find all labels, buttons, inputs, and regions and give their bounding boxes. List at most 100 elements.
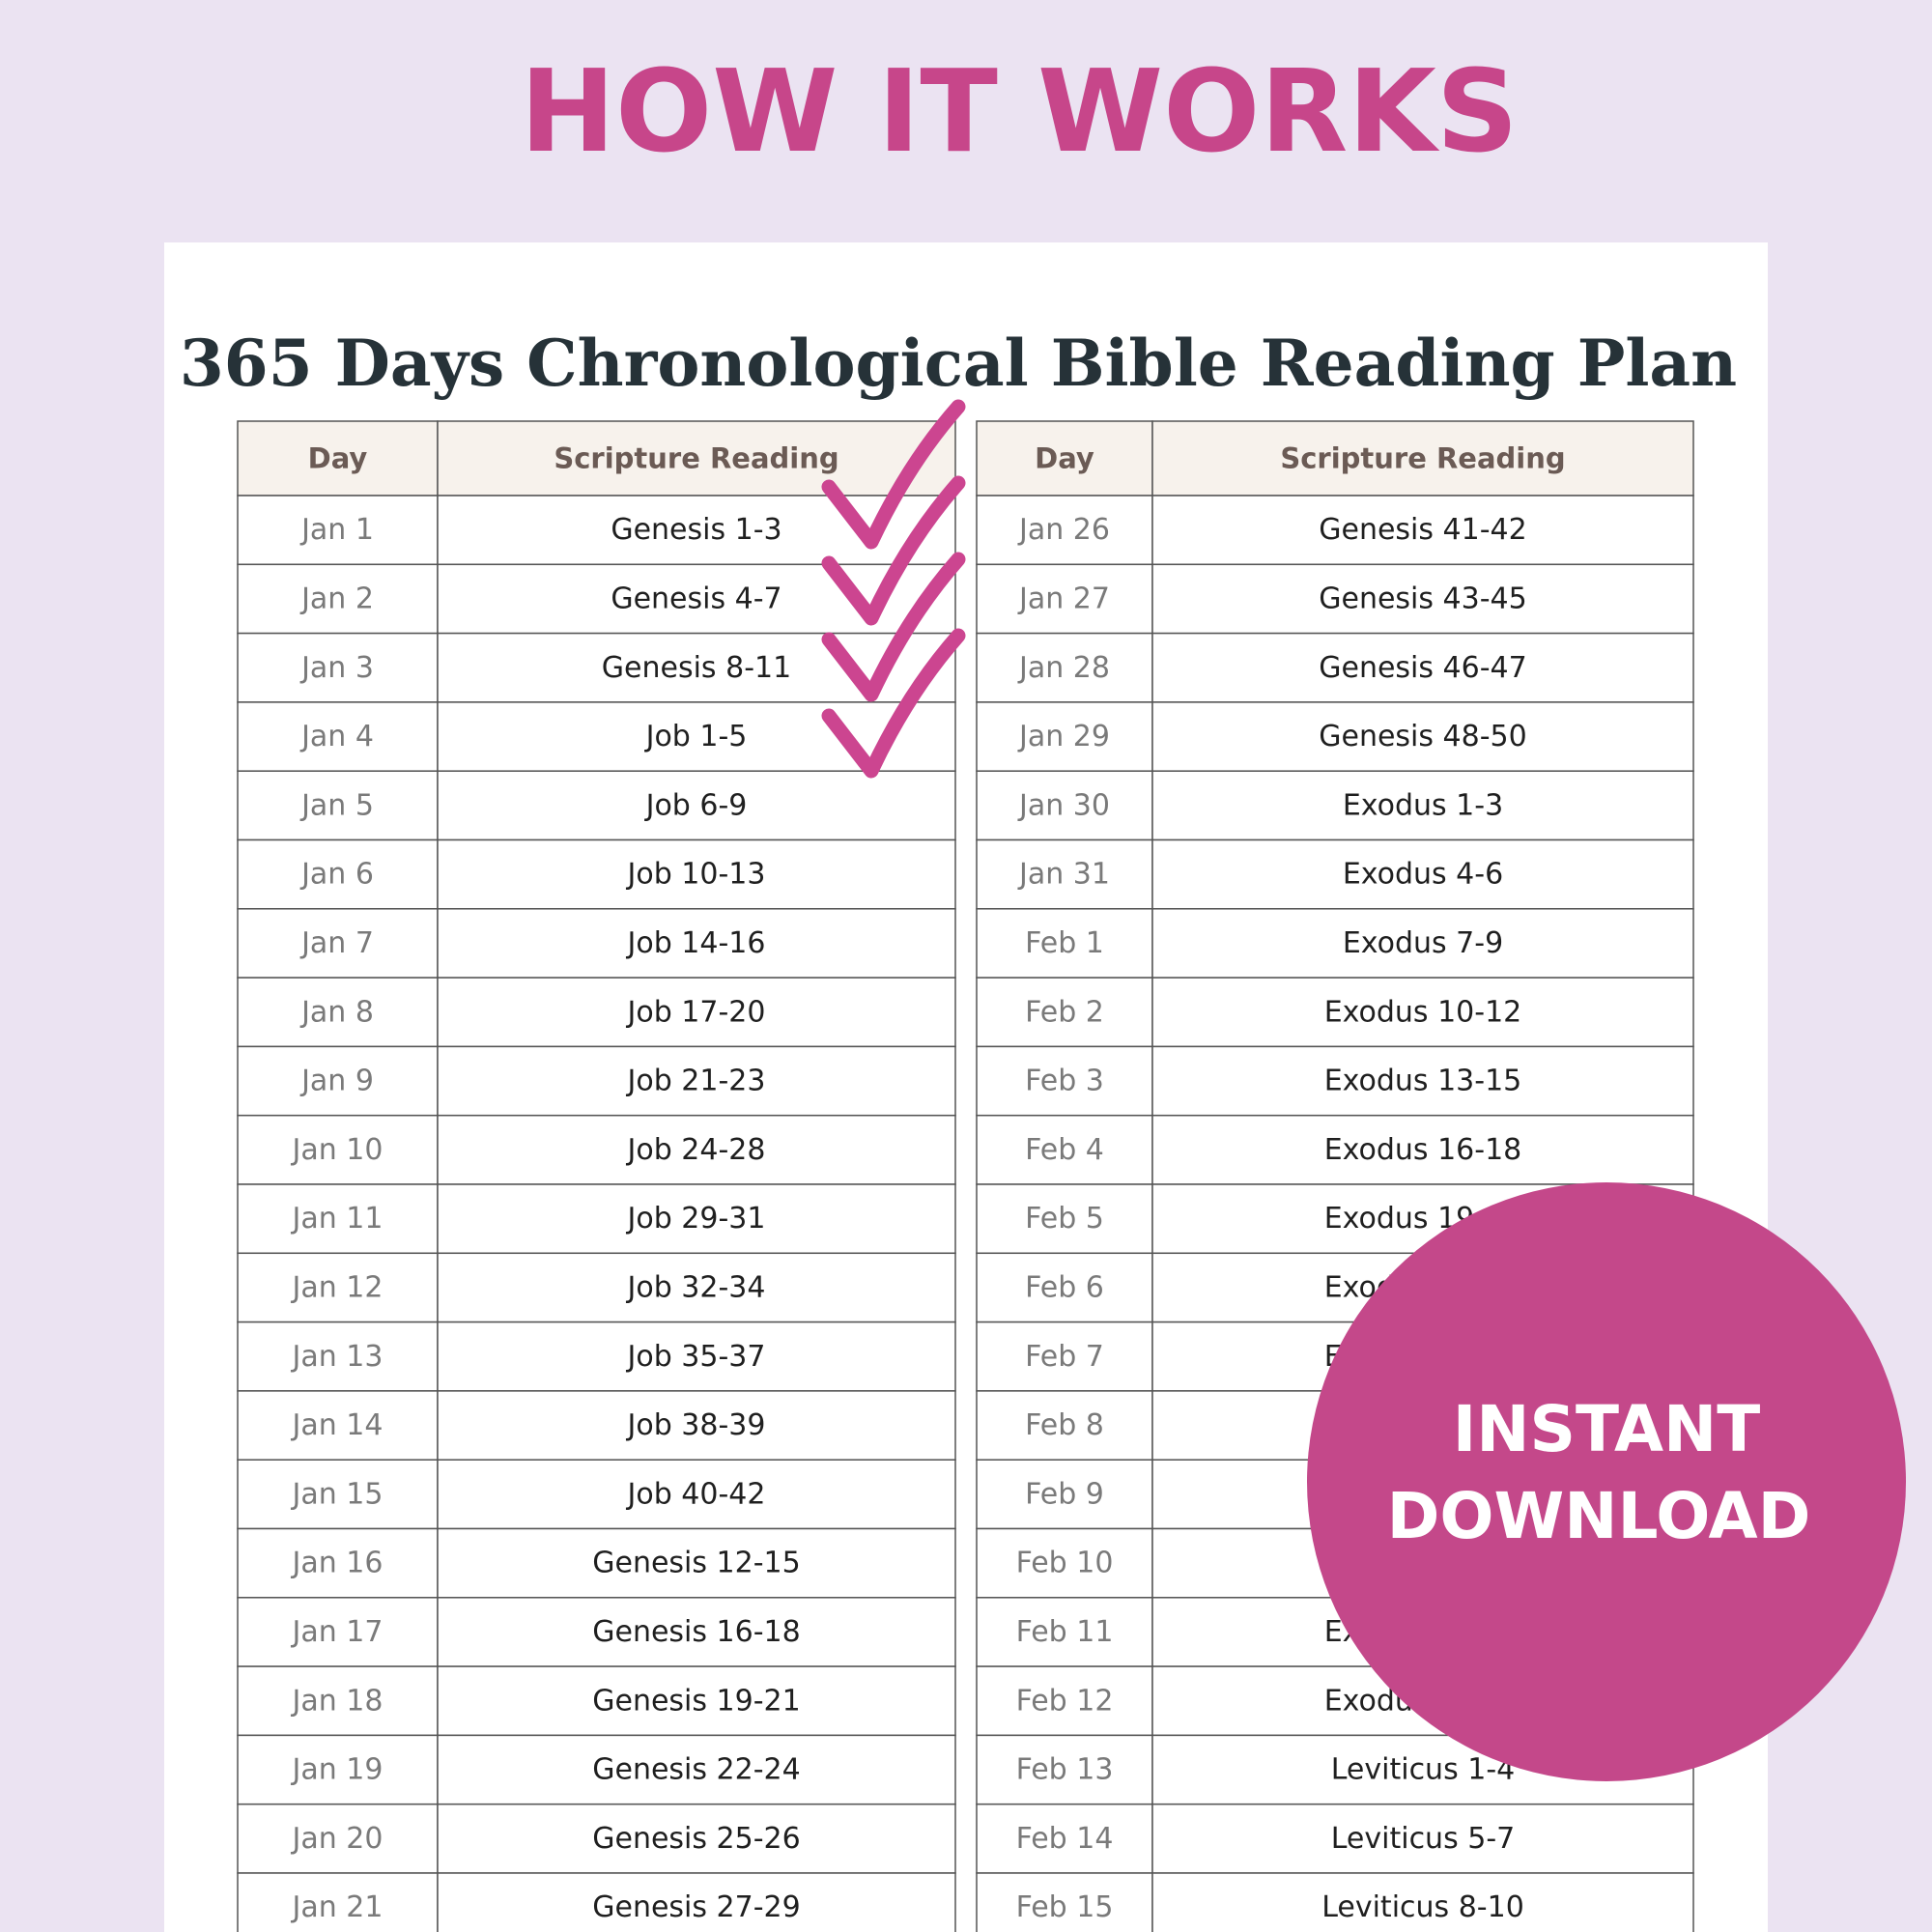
table-cell (237, 1321, 439, 1392)
table-cell (237, 1114, 439, 1185)
table-cell (976, 1114, 1153, 1185)
day-label: Jan 7 (299, 926, 374, 960)
day-label: Jan 28 (1017, 651, 1110, 685)
scripture-reading: Genesis 8-11 (602, 651, 791, 685)
table-cell (976, 838, 1153, 910)
scripture-reading: Job 10-13 (626, 858, 766, 892)
day-label: Jan 27 (1017, 582, 1110, 615)
column-header: Scripture Reading (554, 442, 838, 475)
table-cell (1151, 495, 1694, 566)
scripture-reading: Job 1-5 (644, 720, 748, 753)
scripture-reading: Genesis 27-29 (592, 1890, 800, 1924)
day-label: Jan 8 (299, 995, 374, 1029)
scripture-reading: Leviticus 8-10 (1321, 1890, 1524, 1924)
table-cell (1151, 908, 1694, 979)
table-cell (237, 1803, 439, 1874)
scripture-reading: Leviticus 5-7 (1331, 1822, 1516, 1856)
scripture-reading: Leviticus 1-4 (1331, 1753, 1516, 1787)
scripture-reading: Genesis 43-45 (1319, 582, 1526, 615)
scripture-reading: Genesis 48-50 (1319, 720, 1526, 753)
table-cell (437, 770, 956, 841)
document-title: 365 Days Chronological Bible Reading Pla… (180, 326, 1737, 401)
day-label: Feb 14 (1016, 1822, 1114, 1856)
scripture-reading: Job 24-28 (626, 1133, 766, 1167)
scripture-reading: Genesis 16-18 (592, 1615, 800, 1649)
scripture-reading: Genesis 12-15 (592, 1547, 800, 1580)
table-cell (976, 1803, 1153, 1874)
scripture-reading: Genesis 41-42 (1319, 513, 1526, 547)
table-cell (1151, 1803, 1694, 1874)
scripture-reading: Exodus 13-15 (1324, 1065, 1522, 1098)
table-cell (437, 977, 956, 1048)
day-label: Jan 17 (291, 1615, 384, 1649)
day-label: Jan 12 (291, 1270, 384, 1304)
day-label: Feb 6 (1025, 1270, 1104, 1304)
scripture-reading: Genesis 22-24 (592, 1753, 800, 1787)
day-label: Jan 11 (291, 1202, 384, 1236)
scripture-reading: Job 14-16 (626, 926, 766, 960)
table-cell (976, 1183, 1153, 1255)
day-label: Feb 4 (1025, 1133, 1104, 1167)
day-label: Feb 1 (1025, 926, 1104, 960)
day-label: Jan 1 (299, 513, 374, 547)
day-label: Jan 14 (291, 1408, 384, 1442)
table-cell (237, 495, 439, 566)
day-label: Jan 21 (291, 1890, 384, 1924)
scripture-reading: Exodus 16-18 (1324, 1133, 1522, 1167)
table-cell (976, 632, 1153, 703)
badge-line: INSTANT (1453, 1392, 1761, 1466)
scripture-reading: Exodus 4-6 (1343, 858, 1503, 892)
scripture-reading: Exodus 1-3 (1343, 788, 1503, 822)
scripture-reading: Job 21-23 (626, 1065, 766, 1098)
table-cell (437, 1803, 956, 1874)
table-cell (437, 1045, 956, 1117)
scripture-reading: Genesis 1-3 (611, 513, 781, 547)
table-cell (237, 1872, 439, 1932)
day-label: Jan 9 (299, 1065, 374, 1098)
day-label: Jan 19 (291, 1753, 384, 1787)
day-label: Jan 15 (291, 1477, 384, 1511)
table-cell (437, 908, 956, 979)
day-label: Feb 8 (1025, 1408, 1104, 1442)
table-cell (976, 495, 1153, 566)
table-cell (976, 977, 1153, 1048)
table-cell (1151, 770, 1694, 841)
table-cell (237, 838, 439, 910)
checkmark (821, 475, 966, 626)
day-label: Feb 10 (1016, 1547, 1114, 1580)
day-label: Jan 18 (291, 1684, 384, 1718)
scripture-reading: Genesis 46-47 (1319, 651, 1526, 685)
table-cell (976, 908, 1153, 979)
table-cell (237, 1252, 439, 1323)
day-label: Jan 5 (299, 788, 374, 822)
day-label: Feb 3 (1025, 1065, 1104, 1098)
table-cell (237, 1597, 439, 1667)
table-cell (1151, 1114, 1694, 1185)
table-cell (237, 1459, 439, 1530)
day-label: Feb 7 (1025, 1340, 1104, 1374)
table-cell (1151, 1872, 1694, 1932)
table-cell (437, 1872, 956, 1932)
day-label: Jan 10 (291, 1133, 384, 1167)
badge-line: DOWNLOAD (1387, 1479, 1811, 1553)
table-cell (976, 1459, 1153, 1530)
checkmark (821, 399, 966, 550)
table-cell (1151, 977, 1694, 1048)
checkmark (821, 628, 966, 779)
day-label: Jan 4 (299, 720, 374, 753)
table-cell (437, 1252, 956, 1323)
scripture-reading: Genesis 25-26 (592, 1822, 800, 1856)
column-header: Day (1035, 442, 1094, 475)
day-label: Jan 6 (299, 858, 374, 892)
table-cell (437, 1527, 956, 1599)
scripture-reading: Exodus 7-9 (1343, 926, 1503, 960)
table-cell (437, 1597, 956, 1667)
table-cell (437, 838, 956, 910)
day-label: Jan 16 (291, 1547, 384, 1580)
table-cell (237, 908, 439, 979)
scripture-reading: Genesis 4-7 (611, 582, 781, 615)
scripture-reading: Job 35-37 (626, 1340, 766, 1374)
day-label: Jan 3 (299, 651, 374, 685)
